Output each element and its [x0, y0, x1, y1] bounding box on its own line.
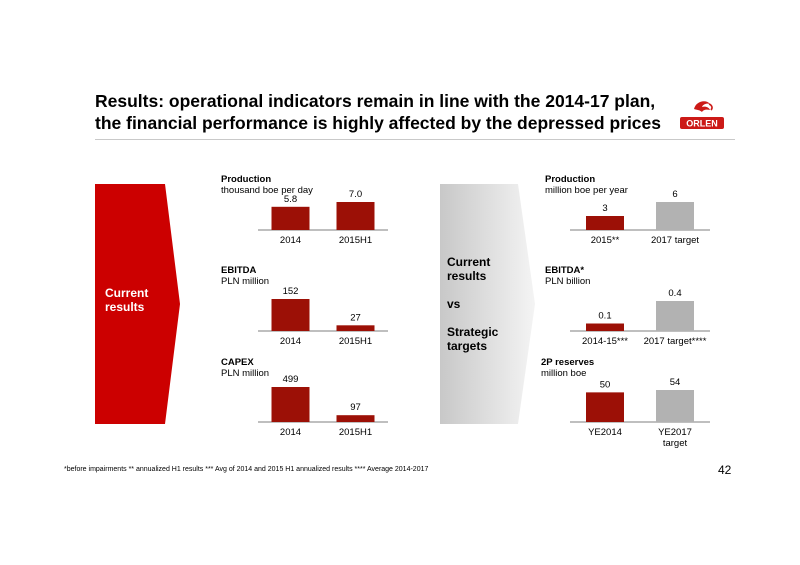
ebitda-current-heading: EBITDA PLN million [221, 265, 270, 287]
bar-2014-15*** [586, 323, 624, 331]
capex-current-chart: 499 2014 97 2015H1 [258, 374, 388, 438]
production-target-chart: 3 2015** 6 2017 target [570, 189, 710, 246]
data-label: 0.1 [598, 311, 611, 322]
orlen-logo: ORLEN [680, 101, 724, 129]
slide-title: Results: operational indicators remain i… [95, 90, 675, 134]
category-label: 2015H1 [339, 427, 372, 438]
data-label: 152 [283, 286, 299, 297]
bar-2015H1 [336, 415, 375, 422]
category-label: 2014 [280, 336, 301, 347]
bar-2017 target**** [656, 301, 694, 331]
data-label: 54 [670, 377, 681, 388]
category-label: 2014-15*** [582, 336, 628, 347]
bar-2014 [271, 206, 310, 230]
page-number: 42 [718, 463, 732, 477]
ebitda-current-chart: 152 2014 27 2015H1 [258, 286, 388, 347]
category-label: 2014 [280, 427, 301, 438]
category-label: 2015H1 [339, 336, 372, 347]
title-line-1: Results: operational indicators remain i… [95, 91, 656, 111]
reserves-target-heading: 2P reserves million boe [541, 357, 595, 379]
data-label: 5.8 [284, 194, 297, 205]
data-label: 50 [600, 379, 611, 390]
bar-2015** [586, 216, 624, 230]
bar-2015H1 [336, 202, 375, 230]
category-label: YE2014 [588, 427, 622, 438]
footnote: *before impairments ** annualized H1 res… [64, 466, 429, 473]
production-current-heading: Production thousand boe per day [221, 174, 313, 196]
title-line-2: the financial performance is highly affe… [95, 113, 662, 133]
production-target-heading: Production million boe per year [545, 174, 628, 196]
data-label: 3 [602, 203, 607, 214]
title-divider [95, 139, 735, 140]
category-label: 2014 [280, 235, 301, 246]
current-results-label: Current results [105, 286, 149, 314]
category-label: 2017 target**** [644, 336, 707, 347]
current-results-arrow [95, 184, 180, 424]
bar-YE2017 target [656, 390, 694, 422]
bar-2014 [271, 387, 310, 422]
data-label: 7.0 [349, 189, 362, 200]
bar-2015H1 [336, 325, 375, 331]
data-label: 499 [283, 374, 299, 385]
category-label: 2015** [591, 235, 620, 246]
production-current-chart: 5.8 2014 7.0 2015H1 [258, 189, 388, 246]
category-label: target [663, 438, 688, 449]
bar-2017 target [656, 202, 694, 230]
category-label: 2015H1 [339, 235, 372, 246]
category-label: YE2017 [658, 427, 692, 438]
comparison-arrow [440, 184, 535, 424]
data-label: 27 [350, 312, 361, 323]
data-label: 97 [350, 402, 361, 413]
logo-text: ORLEN [686, 119, 718, 129]
ebitda-target-heading: EBITDA* PLN billion [545, 265, 591, 287]
eagle-icon [694, 101, 710, 112]
capex-current-heading: CAPEX PLN million [221, 357, 270, 379]
current-vs-strategic-label: Current results vs Strategic targets [447, 255, 499, 353]
bar-YE2014 [586, 392, 624, 422]
category-label: 2017 target [651, 235, 699, 246]
data-label: 0.4 [668, 288, 681, 299]
bar-2014 [271, 299, 310, 331]
ebitda-target-chart: 0.1 2014-15*** 0.4 2017 target**** [570, 288, 710, 347]
data-label: 6 [672, 189, 677, 200]
